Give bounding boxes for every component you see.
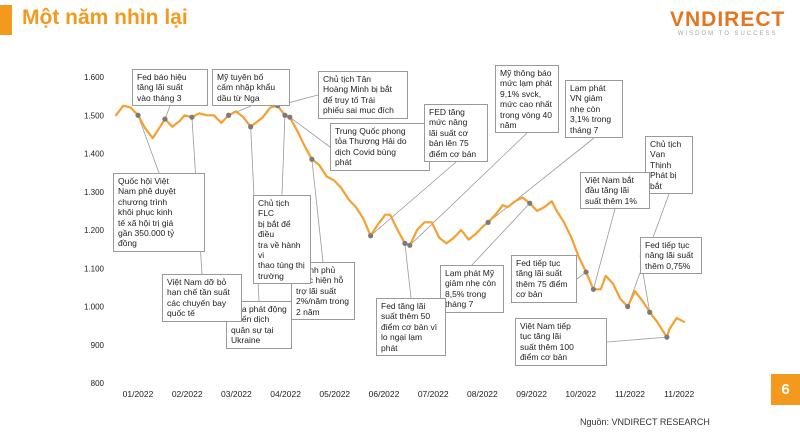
- x-tick-label: 05/2022: [319, 389, 350, 399]
- x-tick-label: 04/2022: [270, 389, 301, 399]
- x-tick-label: 07/2022: [418, 389, 449, 399]
- y-tick-label: 1.400: [84, 150, 105, 159]
- annotation-connector: [404, 243, 412, 299]
- event-marker: [625, 303, 631, 310]
- x-tick-label: 11/2022: [664, 389, 694, 399]
- annotation-connector: [289, 116, 331, 148]
- event-marker: [282, 112, 288, 118]
- source-note: Nguồn: VNDIRECT RESEARCH: [580, 417, 710, 427]
- title-accent-bar: [0, 5, 12, 35]
- x-tick-label: 09/2022: [516, 389, 547, 399]
- annotation-box: Fed báo hiệu tăng lãi suất vào tháng 3: [132, 69, 208, 107]
- event-marker: [402, 240, 408, 246]
- brand-tagline: WISDOM TO SUCCESS: [677, 31, 778, 37]
- annotation-box: Fed tiếp tục nâng lãi suất thêm 0,75%: [640, 237, 702, 275]
- event-marker: [407, 242, 413, 248]
- event-marker: [664, 334, 670, 340]
- annotation-connector: [281, 115, 286, 196]
- event-marker: [162, 116, 168, 122]
- x-tick-label: 02/2022: [172, 389, 203, 399]
- annotation-connector: [137, 115, 160, 174]
- event-marker: [590, 286, 597, 292]
- annotation-box: Chủ tịch Tân Hoàng Minh bị bắt để truy t…: [318, 71, 408, 119]
- annotation-box: FED tăng mức nâng lãi suất cơ bản lên 75…: [424, 104, 488, 163]
- annotation-box: Quốc hội Việt Nam phê duyệt chương trình…: [113, 173, 205, 252]
- event-marker: [309, 156, 315, 162]
- x-tick-label: 08/2022: [467, 389, 498, 399]
- annotation-box: Lạm phát VN giảm nhẹ còn 3,1% trong thán…: [565, 80, 623, 139]
- brand-name: VNDIRECT: [670, 8, 786, 31]
- annotation-box: Mỹ tuyên bố cấm nhập khẩu dầu từ Nga: [212, 69, 290, 107]
- y-tick-label: 1.200: [84, 226, 105, 235]
- annotation-box: Mỹ thông báo mức lạm phát 9,1% svck, mức…: [495, 65, 559, 134]
- x-tick-label: 06/2022: [369, 389, 400, 399]
- x-tick-label: 10/2022: [565, 389, 596, 399]
- event-marker: [527, 200, 533, 206]
- event-marker: [485, 219, 491, 225]
- annotation-connector: [311, 159, 324, 263]
- event-marker: [287, 114, 293, 120]
- event-marker: [226, 112, 232, 118]
- y-tick-label: 1.100: [84, 264, 105, 273]
- x-axis: 01/2022 02/2022 03/2022 04/2022 05/2022 06/20…: [123, 389, 695, 399]
- y-tick-label: 1.300: [84, 188, 105, 197]
- x-tick-label: 03/2022: [221, 389, 252, 399]
- annotation-box: Fed tiếp tục tăng lãi suất thêm 75 điểm …: [511, 255, 577, 303]
- annotation-box: Việt Nam bắt đầu tăng lãi suất thêm 1%: [580, 172, 650, 210]
- annotation-connector: [487, 137, 595, 223]
- x-tick-label: 11/2022: [615, 389, 645, 399]
- annotation-box: Chủ tịch FLC bị bắt để điều tra về hành …: [253, 195, 311, 285]
- event-marker: [368, 233, 374, 239]
- y-tick-label: 900: [91, 341, 105, 350]
- annotation-connector: [471, 202, 531, 266]
- page-title: Một năm nhìn lại: [22, 6, 188, 29]
- event-marker: [647, 309, 653, 315]
- page-number: 6: [771, 374, 800, 405]
- annotation-connector: [606, 336, 667, 343]
- event-marker: [189, 114, 195, 120]
- x-tick-label: 01/2022: [123, 389, 154, 399]
- annotation-connector: [593, 208, 616, 290]
- event-marker: [248, 124, 254, 130]
- annotation-box: Việt Nam tiếp tục tăng lãi suất thêm 100…: [515, 318, 607, 366]
- y-tick-label: 800: [91, 379, 105, 388]
- annotation-connector: [409, 132, 528, 246]
- y-tick-label: 1.000: [84, 303, 105, 312]
- y-axis: 800 900 1.000 1.100 1.200 1.300 1.400 1.500 1.60…: [84, 73, 105, 388]
- annotation-box: Lạm phát Mỹ giảm nhẹ còn 8,5% trong thán…: [440, 265, 504, 313]
- annotation-box: Fed tăng lãi suất thêm 50 điểm cơ bản vì…: [376, 298, 446, 357]
- event-marker: [135, 112, 141, 118]
- annotation-box: Chủ tịch Vạn Thịnh Phát bị bắt: [645, 136, 693, 195]
- y-tick-label: 1.500: [84, 111, 105, 120]
- annotation-box: Trung Quốc phong tỏa Thượng Hải do dịch …: [330, 123, 430, 171]
- event-marker: [583, 269, 589, 275]
- y-tick-label: 1.600: [84, 73, 105, 82]
- brand-logo: VNDIRECT WISDOM TO SUCCESS: [670, 8, 785, 37]
- annotation-connector: [370, 161, 457, 237]
- annotation-box: Việt Nam dỡ bỏ hạn chế tần suất các chuy…: [162, 274, 242, 322]
